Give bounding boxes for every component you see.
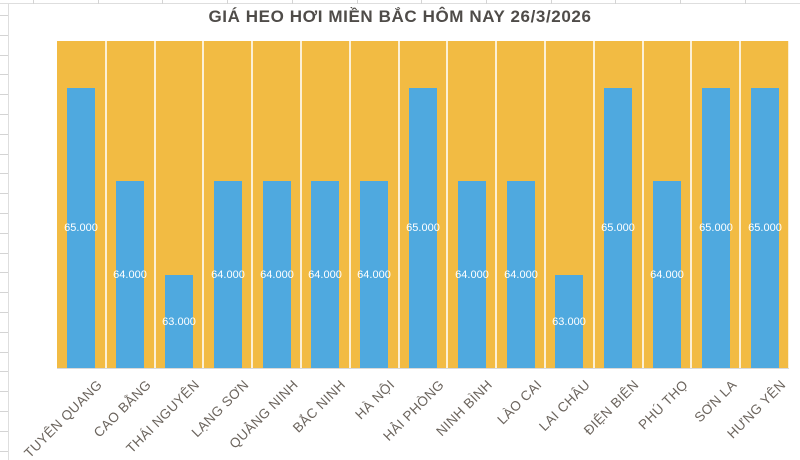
category-gridline [544,41,546,368]
category-label: TUYÊN QUANG [20,377,105,460]
spreadsheet-row-tick [0,74,8,75]
spreadsheet-row-tick [0,213,8,214]
spreadsheet-column-tick [357,0,358,4]
bar: 64.000 [113,181,147,368]
plot-area: 65.000 64.000 63.000 64.000 64.000 64.000 64.0… [57,41,790,368]
category-label: SƠN LA [691,377,740,426]
spreadsheet-row-tick [0,253,8,254]
category-label: HÀ NỘI [352,377,398,423]
spreadsheet-row-tick [0,35,8,36]
chart-title: GIÁ HEO HƠI MIỀN BẮC HÔM NAY 26/3/2026 [208,7,592,26]
bar-value-label: 64.000 [113,269,147,281]
spreadsheet-row-tick [0,233,8,234]
spreadsheet-column-tick [421,0,422,4]
bar: 64.000 [260,181,294,368]
bar: 65.000 [748,88,782,368]
bar-value-label: 63.000 [162,316,196,328]
category-gridline [202,41,204,368]
spreadsheet-column-tick [227,0,228,4]
category-gridline [105,41,107,368]
bar-value-label: 63.000 [552,316,586,328]
spreadsheet-row-tick [0,411,8,412]
bar-value-label: 64.000 [650,269,684,281]
category-gridline [788,41,790,368]
spreadsheet-row-tick [0,272,8,273]
spreadsheet-top-gridline [0,3,800,4]
spreadsheet-row-tick [0,94,8,95]
bar: 64.000 [455,181,489,368]
category-gridline [495,41,497,368]
bar: 63.000 [162,275,196,368]
bar-value-label: 65.000 [748,222,782,234]
spreadsheet-row-tick [0,55,8,56]
bar: 64.000 [504,181,538,368]
category-gridline [349,41,351,368]
bar: 64.000 [650,181,684,368]
category-gridline [154,41,156,368]
spreadsheet-column-tick [680,0,681,4]
bar-value-label: 64.000 [357,269,391,281]
bar: 65.000 [406,88,440,368]
spreadsheet-row-tick [0,134,8,135]
bar-value-label: 64.000 [455,269,489,281]
spreadsheet-row-tick [0,173,8,174]
category-gridline [446,41,448,368]
category-gridline [398,41,400,368]
spreadsheet-column-tick [486,0,487,4]
spreadsheet-column-tick [162,0,163,4]
bar: 65.000 [601,88,635,368]
bar-value-label: 65.000 [601,222,635,234]
spreadsheet-row-tick [0,391,8,392]
bar: 64.000 [211,181,245,368]
spreadsheet-row-tick [0,292,8,293]
category-label: LÀO CAI [494,377,545,428]
category-gridline [593,41,595,368]
category-label: PHÚ THỌ [635,377,691,433]
bar: 63.000 [552,275,586,368]
category-gridline [739,41,741,368]
spreadsheet-row-tick [0,15,8,16]
spreadsheet-row-tick [0,451,8,452]
spreadsheet-row-tick [0,371,8,372]
bar: 65.000 [699,88,733,368]
spreadsheet-column-tick [615,0,616,4]
spreadsheet-column-tick [745,0,746,4]
spreadsheet-row-tick [0,312,8,313]
spreadsheet-row-tick [0,332,8,333]
bar-value-label: 65.000 [64,222,98,234]
category-gridline [251,41,253,368]
bar: 64.000 [357,181,391,368]
category-gridline [300,41,302,368]
spreadsheet-column-tick [98,0,99,4]
category-axis-line [57,368,789,369]
bar-value-label: 65.000 [699,222,733,234]
spreadsheet-row-tick [0,431,8,432]
bar-value-label: 64.000 [260,269,294,281]
category-gridline [690,41,692,368]
spreadsheet-row-tick [0,114,8,115]
spreadsheet-row-tick [0,352,8,353]
category-gridline [642,41,644,368]
bar-value-label: 64.000 [211,269,245,281]
spreadsheet-column-tick [33,0,34,4]
spreadsheet-row-tick [0,193,8,194]
bar: 64.000 [308,181,342,368]
spreadsheet-column-tick [551,0,552,4]
spreadsheet-row-tick [0,154,8,155]
spreadsheet-column-tick [292,0,293,4]
bar-value-label: 65.000 [406,222,440,234]
bar-value-label: 64.000 [504,269,538,281]
bar: 65.000 [64,88,98,368]
bar-value-label: 64.000 [308,269,342,281]
spreadsheet-left-gridline [8,3,9,460]
